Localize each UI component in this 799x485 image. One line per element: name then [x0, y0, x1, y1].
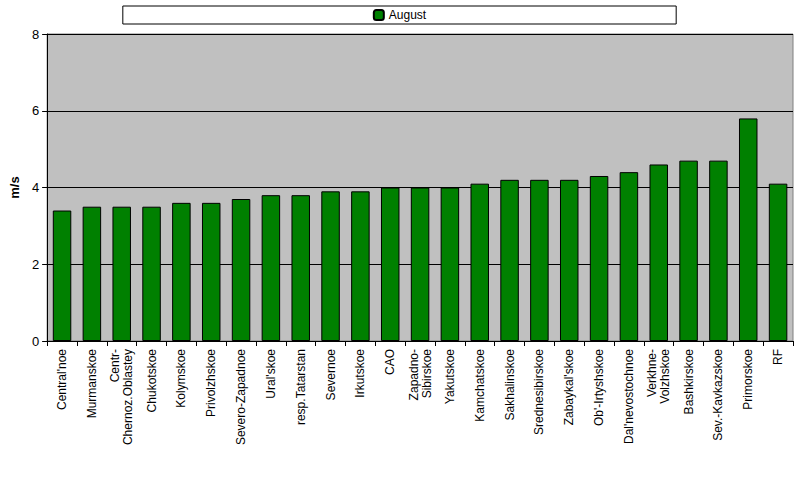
svg-text:Kolymskoe: Kolymskoe [174, 349, 188, 408]
svg-text:Centr-: Centr- [108, 349, 122, 382]
svg-text:Privolzhskoe: Privolzhskoe [204, 349, 218, 417]
svg-text:Ob'-Irtyshskoe: Ob'-Irtyshskoe [592, 349, 606, 426]
svg-text:4: 4 [32, 180, 39, 195]
svg-text:Primorskoe: Primorskoe [741, 349, 755, 410]
svg-text:Ural'skoe: Ural'skoe [264, 349, 278, 399]
svg-text:m/s: m/s [7, 176, 22, 198]
svg-text:Bashkirskoe: Bashkirskoe [682, 349, 696, 415]
svg-text:Kamchatskoe: Kamchatskoe [473, 349, 487, 422]
svg-text:resp.Tatarstan: resp.Tatarstan [294, 349, 308, 425]
svg-text:Chukotskoe: Chukotskoe [145, 349, 159, 413]
svg-text:Chernoz.Oblastey: Chernoz.Oblastey [121, 349, 135, 445]
svg-text:RF: RF [771, 349, 785, 365]
svg-text:August: August [389, 8, 427, 22]
svg-text:Zapadno-: Zapadno- [407, 349, 421, 400]
svg-text:Volzhskoe: Volzhskoe [658, 349, 672, 404]
svg-text:0: 0 [32, 334, 39, 349]
svg-text:Yakutskoe: Yakutskoe [443, 349, 457, 404]
svg-text:Sev.-Kavkazskoe: Sev.-Kavkazskoe [711, 349, 725, 441]
svg-text:CAO: CAO [383, 349, 397, 375]
svg-text:6: 6 [32, 103, 39, 118]
svg-text:Zabaykal'skoe: Zabaykal'skoe [562, 349, 576, 426]
svg-text:Severnoe: Severnoe [324, 349, 338, 401]
svg-text:Sibirskoe: Sibirskoe [420, 349, 434, 399]
svg-text:Srednesibirskoe: Srednesibirskoe [532, 349, 546, 435]
svg-text:2: 2 [32, 257, 39, 272]
svg-text:Irkutskoe: Irkutskoe [353, 349, 367, 398]
svg-text:Severo-Zapadnoe: Severo-Zapadnoe [234, 349, 248, 445]
svg-text:Verkhne-: Verkhne- [645, 349, 659, 397]
svg-text:Murmanskoe: Murmanskoe [85, 349, 99, 419]
svg-text:Sakhalinskoe: Sakhalinskoe [503, 349, 517, 421]
svg-text:8: 8 [32, 27, 39, 42]
svg-text:Central'noe: Central'noe [55, 349, 69, 410]
svg-text:Dal'nevostochnoe: Dal'nevostochnoe [622, 349, 636, 444]
